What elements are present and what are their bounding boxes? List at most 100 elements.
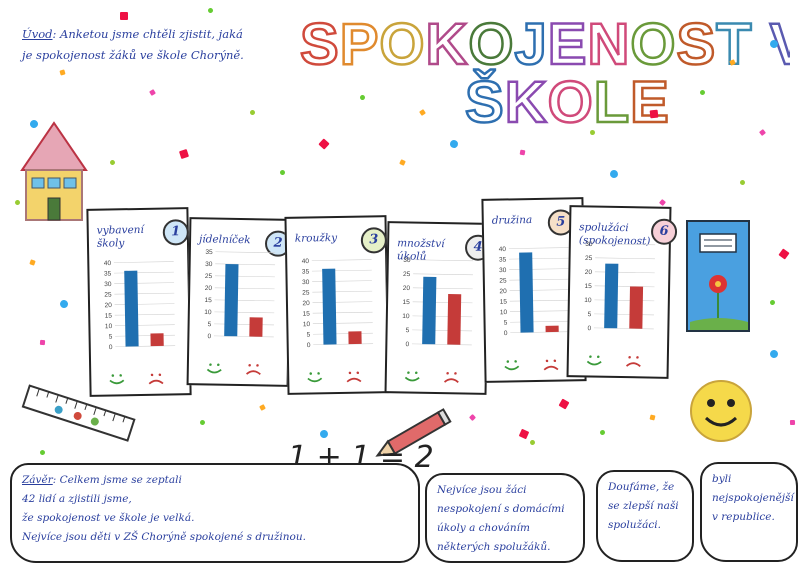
y-tick-label: 30 [205,261,213,268]
sad-face-icon [443,372,459,383]
bar-satisfied [519,252,534,333]
gridline [312,290,373,293]
y-tick-label: 30 [499,267,507,274]
conclusion-box: Závěr: Celkem jsme se zeptali 42 lidí a … [10,463,420,563]
gridline [213,335,274,338]
hope-note: Doufáme, že se zlepší naši spolužáci. [596,470,694,562]
legend-faces [404,371,459,383]
happy-face-icon [307,372,323,383]
y-tick-label: 20 [499,288,507,295]
gridline [510,320,570,323]
y-tick-label: 15 [204,297,212,304]
y-tick-label: 35 [205,249,213,256]
title-line-1: SPOKOJENOST VE [300,12,790,77]
y-tick-label: 5 [307,332,311,339]
y-tick-label: 35 [302,269,310,276]
y-tick-label: 20 [585,269,593,276]
y-tick-label: 25 [205,273,213,280]
y-tick-label: 20 [403,285,411,292]
chart-number-badge: 1 [162,219,190,246]
y-tick-label: 0 [307,342,311,349]
confetti-dot [518,428,530,440]
chart-title: družina [491,214,533,227]
confetti-dot [59,69,66,76]
bar-dissatisfied [447,294,462,345]
gridline [114,282,175,284]
title-line-2: ŠKOLE [465,70,670,132]
y-tick-label: 10 [105,323,113,330]
sad-face-icon [246,364,261,375]
smiley-face-icon [690,380,752,442]
conclusion-label: Závěr [22,474,53,486]
y-tick-label: 10 [584,297,592,304]
house-icon [20,121,88,221]
confetti-dot [149,89,156,96]
gridline [114,292,175,295]
notebook-icon [686,220,750,332]
y-tick-label: 30 [302,279,310,286]
gridline [412,329,473,332]
confetti-dot [279,169,286,176]
survey-charts: vybavení školy 1 0 5 10 15 20 25 30 35 40 jídelníče… [86,178,688,398]
chart-panel-1: vybavení školy 1 0 5 10 15 20 25 30 35 40 [86,207,192,397]
chart-title: kroužky [294,231,338,245]
gridline [508,247,569,249]
y-tick-label: 40 [302,258,310,265]
legend-faces [109,373,164,385]
confetti-dot [778,248,790,260]
confetti-dot [599,429,606,436]
y-tick-label: 25 [302,290,310,297]
y-tick-label: 5 [208,321,212,328]
y-tick-label: 30 [403,257,411,264]
y-tick-label: 5 [504,320,508,327]
gridline [313,343,374,346]
confetti-dot [529,439,536,446]
confetti-dot [558,398,570,410]
bar-satisfied [322,268,337,345]
gridline [215,263,276,266]
conclusion-line-3: že spokojenost ve škole je velká. [22,512,195,524]
bar-chart: 0 5 10 15 20 25 30 [584,241,656,332]
legend-faces [504,359,559,371]
poster-title: SPOKOJENOST VE ŠKOLE [299,11,790,132]
gridline [311,259,372,261]
sad-face-icon [148,373,164,385]
y-tick-label: 30 [585,241,593,248]
gridline [114,324,175,326]
confetti-dot [58,298,70,310]
confetti-dot [39,339,46,346]
republic-text: byli nejspokojenější v republice. [712,473,794,523]
y-tick-label: 5 [406,327,410,334]
happy-face-icon [404,371,420,382]
y-tick-label: 0 [405,341,409,348]
gridline [594,313,655,316]
gridline [412,301,473,304]
y-tick-label: 35 [499,257,507,264]
bar-chart: 0 5 10 15 20 25 30 35 40 [499,246,571,337]
y-tick-label: 15 [403,299,411,306]
chart-title: vybavení školy [96,223,144,250]
confetti-dot [768,348,780,360]
gridline [312,322,373,324]
gridline [215,275,275,278]
bar-satisfied [224,263,239,337]
gridline [509,310,570,312]
gridline [313,332,373,335]
gridline [114,271,174,274]
gridline [412,315,473,318]
bar-chart: 0 5 10 15 20 25 30 [402,257,474,348]
y-tick-label: 0 [587,325,591,332]
confetti-dot [468,413,477,422]
conclusion-line-1: : Celkem jsme se zeptali [52,474,182,486]
confetti-dot [109,159,116,166]
y-tick-label: 10 [303,321,311,328]
gridline [114,313,175,316]
confetti-dot [249,109,256,116]
gridline [594,299,655,302]
gridline [509,268,570,270]
confetti-dot [649,414,656,421]
y-tick-label: 40 [499,246,507,253]
y-tick-label: 25 [499,278,507,285]
gridline [509,289,570,291]
confetti-dot [178,148,190,160]
